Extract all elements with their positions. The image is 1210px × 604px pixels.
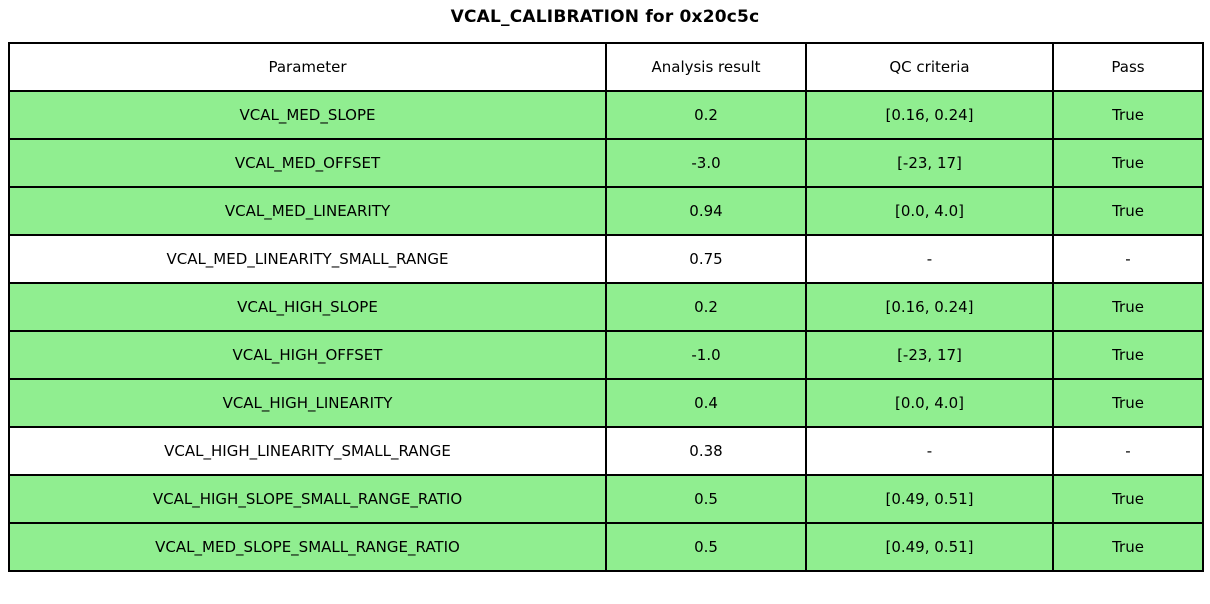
cell-parameter: VCAL_HIGH_SLOPE: [8, 282, 607, 332]
column-header-analysis-result: Analysis result: [605, 42, 807, 92]
cell-pass: True: [1052, 186, 1204, 236]
table-row: VCAL_MED_LINEARITY 0.94 [0.0, 4.0] True: [8, 186, 1204, 236]
cell-parameter: VCAL_MED_OFFSET: [8, 138, 607, 188]
table-row: VCAL_MED_SLOPE_SMALL_RANGE_RATIO 0.5 [0.…: [8, 522, 1204, 572]
table-row: VCAL_HIGH_SLOPE 0.2 [0.16, 0.24] True: [8, 282, 1204, 332]
cell-analysis-result: 0.2: [605, 282, 807, 332]
cell-pass: True: [1052, 330, 1204, 380]
cell-qc-criteria: [0.0, 4.0]: [805, 186, 1054, 236]
column-header-parameter: Parameter: [8, 42, 607, 92]
table-row: VCAL_HIGH_LINEARITY 0.4 [0.0, 4.0] True: [8, 378, 1204, 428]
cell-qc-criteria: [0.16, 0.24]: [805, 282, 1054, 332]
cell-analysis-result: 0.94: [605, 186, 807, 236]
cell-pass: True: [1052, 138, 1204, 188]
table-row: VCAL_MED_OFFSET -3.0 [-23, 17] True: [8, 138, 1204, 188]
table-row: VCAL_HIGH_OFFSET -1.0 [-23, 17] True: [8, 330, 1204, 380]
table-row: VCAL_MED_LINEARITY_SMALL_RANGE 0.75 - -: [8, 234, 1204, 284]
column-header-qc-criteria: QC criteria: [805, 42, 1054, 92]
cell-pass: True: [1052, 474, 1204, 524]
cell-parameter: VCAL_HIGH_LINEARITY_SMALL_RANGE: [8, 426, 607, 476]
cell-analysis-result: 0.38: [605, 426, 807, 476]
cell-qc-criteria: -: [805, 234, 1054, 284]
cell-analysis-result: 0.75: [605, 234, 807, 284]
cell-parameter: VCAL_HIGH_LINEARITY: [8, 378, 607, 428]
table-row: VCAL_HIGH_LINEARITY_SMALL_RANGE 0.38 - -: [8, 426, 1204, 476]
column-header-pass: Pass: [1052, 42, 1204, 92]
cell-analysis-result: 0.2: [605, 90, 807, 140]
cell-parameter: VCAL_MED_SLOPE: [8, 90, 607, 140]
cell-parameter: VCAL_MED_LINEARITY_SMALL_RANGE: [8, 234, 607, 284]
calibration-table: Parameter Analysis result QC criteria Pa…: [8, 42, 1204, 572]
cell-pass: -: [1052, 426, 1204, 476]
cell-qc-criteria: [-23, 17]: [805, 138, 1054, 188]
cell-qc-criteria: -: [805, 426, 1054, 476]
cell-pass: True: [1052, 282, 1204, 332]
cell-analysis-result: 0.4: [605, 378, 807, 428]
cell-pass: True: [1052, 522, 1204, 572]
header-row: Parameter Analysis result QC criteria Pa…: [8, 42, 1204, 92]
cell-parameter: VCAL_MED_LINEARITY: [8, 186, 607, 236]
cell-qc-criteria: [0.16, 0.24]: [805, 90, 1054, 140]
cell-analysis-result: -1.0: [605, 330, 807, 380]
cell-qc-criteria: [-23, 17]: [805, 330, 1054, 380]
cell-qc-criteria: [0.49, 0.51]: [805, 522, 1054, 572]
cell-analysis-result: -3.0: [605, 138, 807, 188]
cell-parameter: VCAL_HIGH_SLOPE_SMALL_RANGE_RATIO: [8, 474, 607, 524]
cell-pass: -: [1052, 234, 1204, 284]
cell-analysis-result: 0.5: [605, 474, 807, 524]
cell-pass: True: [1052, 90, 1204, 140]
cell-parameter: VCAL_HIGH_OFFSET: [8, 330, 607, 380]
cell-analysis-result: 0.5: [605, 522, 807, 572]
cell-qc-criteria: [0.0, 4.0]: [805, 378, 1054, 428]
page-title: VCAL_CALIBRATION for 0x20c5c: [450, 7, 760, 27]
table-row: VCAL_HIGH_SLOPE_SMALL_RANGE_RATIO 0.5 [0…: [8, 474, 1204, 524]
cell-pass: True: [1052, 378, 1204, 428]
cell-parameter: VCAL_MED_SLOPE_SMALL_RANGE_RATIO: [8, 522, 607, 572]
cell-qc-criteria: [0.49, 0.51]: [805, 474, 1054, 524]
table-row: VCAL_MED_SLOPE 0.2 [0.16, 0.24] True: [8, 90, 1204, 140]
